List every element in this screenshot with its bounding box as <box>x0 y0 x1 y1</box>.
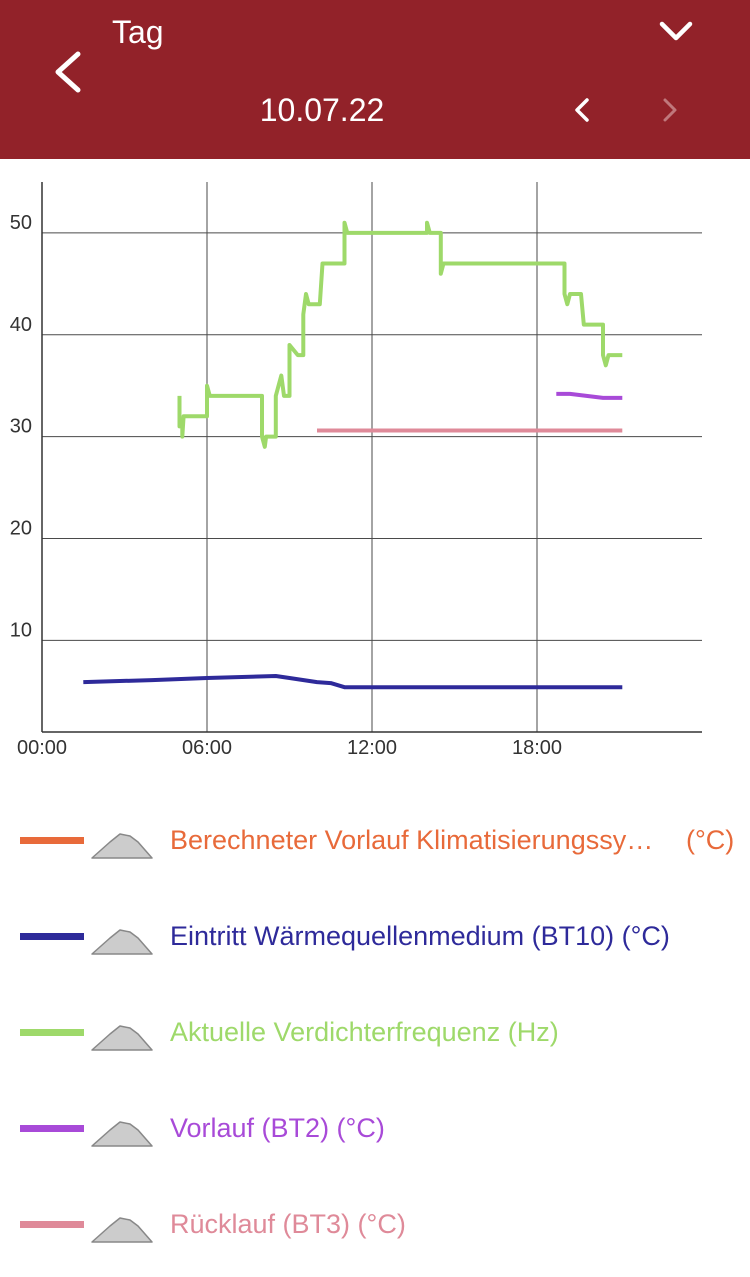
mountain-chart-icon <box>91 1121 153 1147</box>
previous-day-button[interactable] <box>560 88 604 132</box>
y-tick-label: 40 <box>10 314 32 336</box>
day-chart: 10 20 30 40 50 00:00 06:00 12:00 18:00 <box>10 182 702 759</box>
back-button[interactable] <box>40 42 100 102</box>
legend-label: Aktuelle Verdichterfrequenz (Hz) <box>170 1017 559 1047</box>
legend-item-calculated-flow[interactable]: Berechneter Vorlauf Klimatisierungssyste… <box>0 800 750 880</box>
x-tick-label: 12:00 <box>347 737 397 759</box>
period-dropdown-toggle[interactable] <box>648 10 704 54</box>
header-bar: Tag 10.07.22 <box>0 0 750 159</box>
chevron-right-icon <box>663 98 677 122</box>
y-tick-label: 50 <box>10 212 32 234</box>
x-tick-label: 18:00 <box>512 737 562 759</box>
legend-item-bt10[interactable]: Eintritt Wärmequellenmedium (BT10) (°C) <box>0 896 750 976</box>
chevron-down-icon <box>659 21 693 41</box>
mountain-chart-icon <box>91 833 153 859</box>
period-title: Tag <box>112 14 164 50</box>
legend-label: Rücklauf (BT3) (°C) <box>170 1209 406 1239</box>
legend-label: Berechneter Vorlauf Klimatisierungssyste… <box>170 825 665 855</box>
mountain-chart-icon <box>91 1217 153 1243</box>
mountain-chart-icon <box>91 929 153 955</box>
chevron-left-icon <box>55 51 81 93</box>
next-day-button[interactable] <box>648 88 692 132</box>
legend-label: Vorlauf (BT2) (°C) <box>170 1113 385 1143</box>
legend-item-compressor-frequency[interactable]: Aktuelle Verdichterfrequenz (Hz) <box>0 992 750 1072</box>
legend-item-bt3[interactable]: Rücklauf (BT3) (°C) <box>0 1184 750 1264</box>
series-line <box>177 220 623 449</box>
x-tick-label: 06:00 <box>182 737 232 759</box>
legend-swatch <box>20 933 84 940</box>
legend-swatch <box>20 1125 84 1132</box>
chevron-left-icon <box>575 98 589 122</box>
legend-unit: (°C) <box>686 825 735 855</box>
mountain-chart-icon <box>91 1025 153 1051</box>
legend-swatch <box>20 1029 84 1036</box>
date-label: 10.07.22 <box>259 92 385 128</box>
x-tick-label: 00:00 <box>17 737 67 759</box>
legend-item-bt2[interactable]: Vorlauf (BT2) (°C) <box>0 1088 750 1168</box>
y-tick-label: 30 <box>10 416 32 438</box>
y-tick-label: 20 <box>10 517 32 539</box>
legend-swatch <box>20 1221 84 1228</box>
legend-swatch <box>20 837 84 844</box>
series-line <box>83 674 623 690</box>
series-line <box>556 391 623 400</box>
legend-label: Eintritt Wärmequellenmedium (BT10) (°C) <box>170 921 670 951</box>
y-tick-label: 10 <box>10 619 32 641</box>
